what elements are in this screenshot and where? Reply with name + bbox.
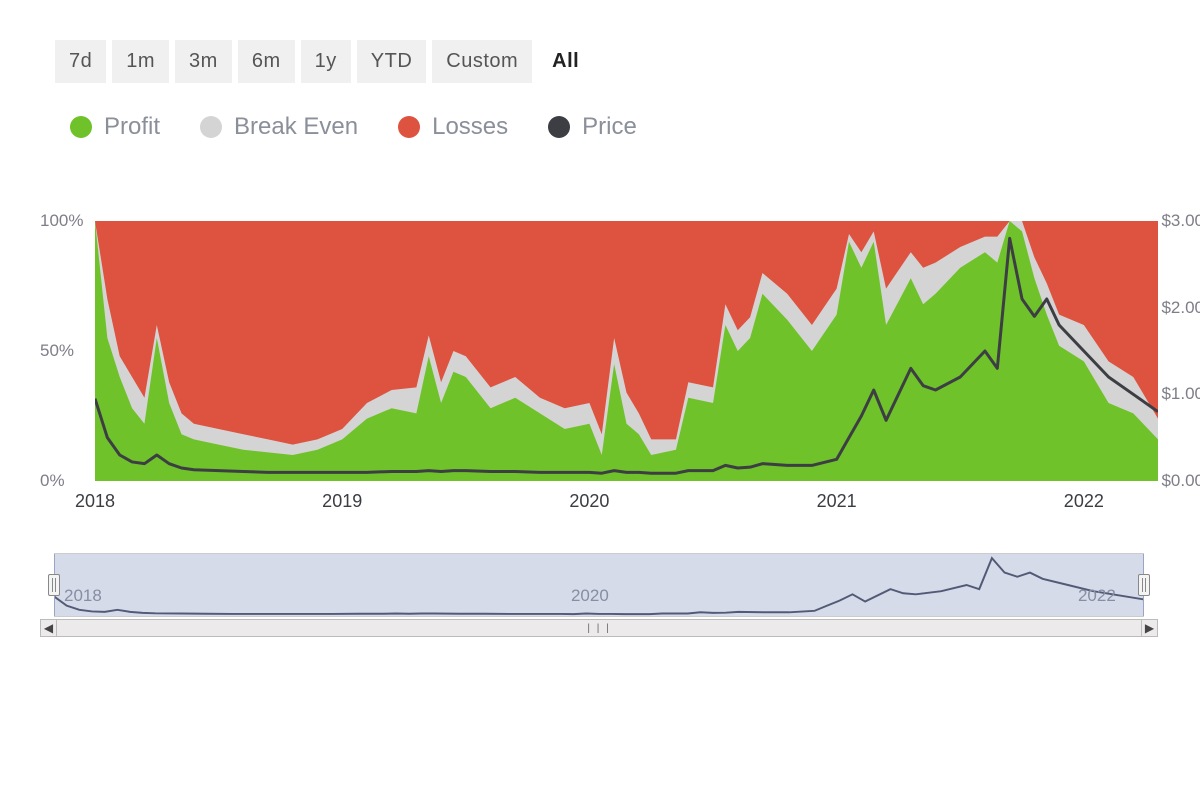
legend-item-price[interactable]: Price [548, 113, 637, 141]
range-btn-ytd[interactable]: YTD [357, 40, 427, 83]
x-label: 2022 [1064, 491, 1104, 512]
y-right-label: $0.00 [1161, 471, 1200, 491]
navigator[interactable]: 201820202022 ◀ | | | ▶ [40, 551, 1158, 637]
navigator-scrollbar[interactable]: ◀ | | | ▶ [40, 619, 1158, 637]
legend-item-profit[interactable]: Profit [70, 113, 160, 141]
legend-label: Losses [432, 113, 508, 141]
range-btn-custom[interactable]: Custom [432, 40, 532, 83]
legend-swatch [70, 116, 92, 138]
range-btn-1y[interactable]: 1y [301, 40, 351, 83]
y-left-label: 50% [40, 341, 74, 361]
x-axis-labels: 20182019202020212022 [95, 491, 1158, 519]
navigator-selection[interactable] [54, 554, 1144, 616]
legend-label: Profit [104, 113, 160, 141]
navigator-handle-right[interactable] [1138, 574, 1150, 596]
x-label: 2021 [817, 491, 857, 512]
y-right-label: $3.00 [1161, 211, 1200, 231]
legend-item-losses[interactable]: Losses [398, 113, 508, 141]
x-label: 2018 [75, 491, 115, 512]
range-btn-all[interactable]: All [538, 40, 593, 83]
scroll-track[interactable]: | | | [57, 623, 1141, 634]
range-btn-1m[interactable]: 1m [112, 40, 169, 83]
range-btn-3m[interactable]: 3m [175, 40, 232, 83]
y-right-label: $1.00 [1161, 384, 1200, 404]
main-chart: 20182019202020212022 0%50%100%$0.00$1.00… [40, 201, 1158, 501]
legend-swatch [200, 116, 222, 138]
legend-label: Break Even [234, 113, 358, 141]
range-selector: 7d1m3m6m1yYTDCustomAll [30, 40, 1170, 83]
scroll-right-icon[interactable]: ▶ [1141, 620, 1157, 636]
navigator-handle-left[interactable] [48, 574, 60, 596]
legend-item-break-even[interactable]: Break Even [200, 113, 358, 141]
legend-swatch [548, 116, 570, 138]
scroll-left-icon[interactable]: ◀ [41, 620, 57, 636]
y-left-label: 0% [40, 471, 65, 491]
x-label: 2019 [322, 491, 362, 512]
y-right-label: $2.00 [1161, 298, 1200, 318]
range-btn-7d[interactable]: 7d [55, 40, 106, 83]
chart-page: 7d1m3m6m1yYTDCustomAll Profit Break Even L… [0, 0, 1200, 800]
legend-label: Price [582, 113, 637, 141]
navigator-plot: 201820202022 [54, 553, 1144, 617]
chart-plot [95, 221, 1158, 481]
range-btn-6m[interactable]: 6m [238, 40, 295, 83]
legend-swatch [398, 116, 420, 138]
y-left-label: 100% [40, 211, 83, 231]
x-label: 2020 [569, 491, 609, 512]
legend: Profit Break Even Losses Price [30, 113, 1170, 141]
